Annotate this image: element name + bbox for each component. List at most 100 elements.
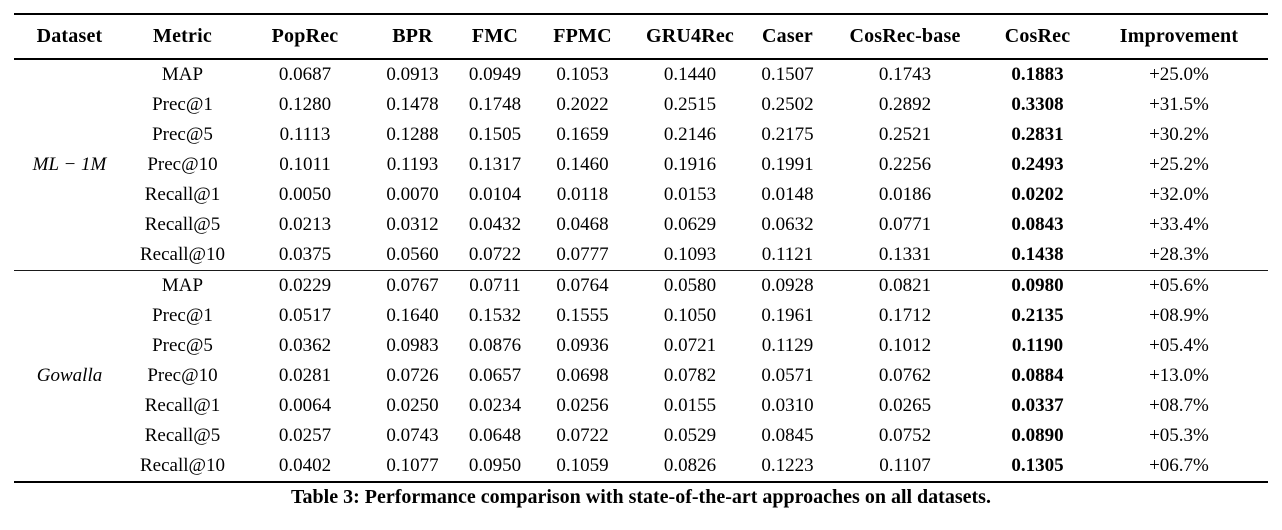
metric-value: 0.0722 xyxy=(468,244,522,265)
metric-value: 0.0767 xyxy=(370,270,455,301)
column-header-poprec: PopRec xyxy=(240,14,370,60)
table-row: Gowalla MAP 0.0229 0.0767 0.0711 0.0764 0.0580… xyxy=(14,270,1268,482)
metric-value: 0.0256 xyxy=(556,395,609,416)
column-header-dataset: Dataset xyxy=(14,14,125,60)
metric-value: 0.0468 xyxy=(556,214,609,235)
metric-value: 0.1012 xyxy=(878,335,932,356)
metric-label: Prec@5 xyxy=(152,335,213,356)
metric-value: 0.0186 xyxy=(878,184,932,205)
metric-value: 0.1743 xyxy=(878,64,932,85)
metric-value: 0.1129 xyxy=(761,335,814,356)
column-header-fmc: FMC xyxy=(455,14,535,60)
cosrec-value: 0.0202 xyxy=(1011,184,1064,205)
metric-value: 0.1113 xyxy=(279,124,331,145)
metric-value: 0.1077 xyxy=(386,455,439,476)
metric-value: 0.0743 xyxy=(386,425,439,446)
metric-value: 0.0721 xyxy=(663,335,717,356)
metric-value: 0.0402 xyxy=(278,455,332,476)
metric-value: 0.0432 xyxy=(468,214,522,235)
metric-value: 0.1555 xyxy=(556,305,609,326)
table-row: Recall@1 0.0050 0.0070 0.0104 0.0118 0.0153 0.… xyxy=(14,180,1268,210)
metric-value: 0.0845 xyxy=(761,425,814,446)
metric-value: 0.0764 xyxy=(535,270,630,301)
metric-value: 0.0782 xyxy=(663,365,717,386)
metric-label: Recall@10 xyxy=(139,244,226,265)
table-row: Prec@1 0.0517 0.1640 0.1532 0.1555 0.1050 0.19… xyxy=(14,301,1268,331)
metric-label: Recall@1 xyxy=(144,184,221,205)
metric-value: 0.0257 xyxy=(278,425,332,446)
metric-value: 0.2146 xyxy=(663,124,717,145)
metric-value: 0.0155 xyxy=(663,395,717,416)
metric-value: 0.0529 xyxy=(663,425,717,446)
metric-value: 0.2022 xyxy=(556,94,609,115)
improvement-value: +06.7% xyxy=(1149,455,1209,476)
table-row: Prec@1 0.1280 0.1478 0.1748 0.2022 0.2515 0.25… xyxy=(14,90,1268,120)
metric-value: 0.2256 xyxy=(878,154,932,175)
metric-label: Prec@10 xyxy=(147,154,218,175)
metric-value: 0.0928 xyxy=(750,270,825,301)
improvement-value: +25.0% xyxy=(1149,64,1209,85)
table-row: Prec@10 0.0281 0.0726 0.0657 0.0698 0.0782 0.0… xyxy=(14,361,1268,391)
table-row: Recall@1 0.0064 0.0250 0.0234 0.0256 0.0155 0.… xyxy=(14,391,1268,421)
metric-value: 0.1748 xyxy=(468,94,522,115)
metric-value: 0.0265 xyxy=(878,395,932,416)
metric-value: 0.0250 xyxy=(386,395,439,416)
metric-value: 0.2502 xyxy=(761,94,814,115)
metric-value: 0.0580 xyxy=(630,270,750,301)
dataset-label: ML − 1M xyxy=(32,154,107,175)
metric-value: 0.1331 xyxy=(878,244,932,265)
table-header: Dataset Metric PopRec BPR FMC FPMC GRU4Rec Case… xyxy=(14,14,1268,60)
column-header-cosrec-base: CosRec-base xyxy=(825,14,985,60)
improvement-value: +31.5% xyxy=(1149,94,1209,115)
metric-value: 0.1440 xyxy=(663,64,717,85)
metric-value: 0.0234 xyxy=(468,395,522,416)
metric-value: 0.0560 xyxy=(386,244,439,265)
improvement-value: +08.7% xyxy=(1149,395,1209,416)
metric-value: 0.0310 xyxy=(761,395,814,416)
cosrec-value: 0.1883 xyxy=(1011,64,1064,85)
metric-value: 0.1011 xyxy=(279,154,331,175)
column-header-cosrec: CosRec xyxy=(985,14,1090,60)
metric-value: 0.1478 xyxy=(386,94,439,115)
table-row: Recall@10 0.0375 0.0560 0.0722 0.0777 0.1093 0… xyxy=(14,240,1268,271)
metric-value: 0.1317 xyxy=(468,154,522,175)
metric-value: 0.1223 xyxy=(761,455,814,476)
metric-label: Recall@10 xyxy=(139,455,226,476)
improvement-value: +25.2% xyxy=(1149,154,1209,175)
table-row: Recall@5 0.0257 0.0743 0.0648 0.0722 0.0529 0.… xyxy=(14,421,1268,451)
metric-value: 0.0153 xyxy=(663,184,717,205)
header-row: Dataset Metric PopRec BPR FMC FPMC GRU4Rec Case… xyxy=(14,14,1268,60)
metric-label: Prec@1 xyxy=(152,94,213,115)
metric-label: MAP xyxy=(161,64,204,85)
metric-value: 0.0648 xyxy=(468,425,522,446)
metric-value: 0.1505 xyxy=(468,124,522,145)
metric-value: 0.1121 xyxy=(761,244,814,265)
metric-label: Recall@5 xyxy=(144,214,221,235)
improvement-value: +05.6% xyxy=(1090,270,1268,301)
metric-value: 0.0229 xyxy=(240,270,370,301)
improvement-value: +28.3% xyxy=(1149,244,1209,265)
metric-value: 0.0064 xyxy=(278,395,332,416)
dataset-label: Gowalla xyxy=(14,270,125,482)
metric-value: 0.0876 xyxy=(468,335,522,356)
metric-value: 0.0762 xyxy=(878,365,932,386)
results-table: Dataset Metric PopRec BPR FMC FPMC GRU4Rec Case… xyxy=(14,13,1268,483)
metric-value: 0.0711 xyxy=(455,270,535,301)
metric-value: 0.1659 xyxy=(556,124,609,145)
cosrec-value: 0.0843 xyxy=(1011,214,1064,235)
metric-value: 0.2515 xyxy=(663,94,717,115)
metric-label: Recall@5 xyxy=(144,425,221,446)
cosrec-value: 0.0980 xyxy=(985,270,1090,301)
cosrec-value: 0.0890 xyxy=(1011,425,1064,446)
metric-value: 0.1093 xyxy=(663,244,717,265)
cosrec-value: 0.2831 xyxy=(1011,124,1064,145)
metric-value: 0.0050 xyxy=(278,184,332,205)
metric-value: 0.1059 xyxy=(556,455,609,476)
column-header-caser: Caser xyxy=(750,14,825,60)
cosrec-value: 0.2135 xyxy=(1011,305,1064,326)
cosrec-value: 0.3308 xyxy=(1011,94,1064,115)
metric-value: 0.0148 xyxy=(761,184,814,205)
table-row: Recall@10 0.0402 0.1077 0.0950 0.1059 0.0826 0… xyxy=(14,451,1268,482)
column-header-gru4rec: GRU4Rec xyxy=(630,14,750,60)
metric-value: 0.0722 xyxy=(556,425,609,446)
